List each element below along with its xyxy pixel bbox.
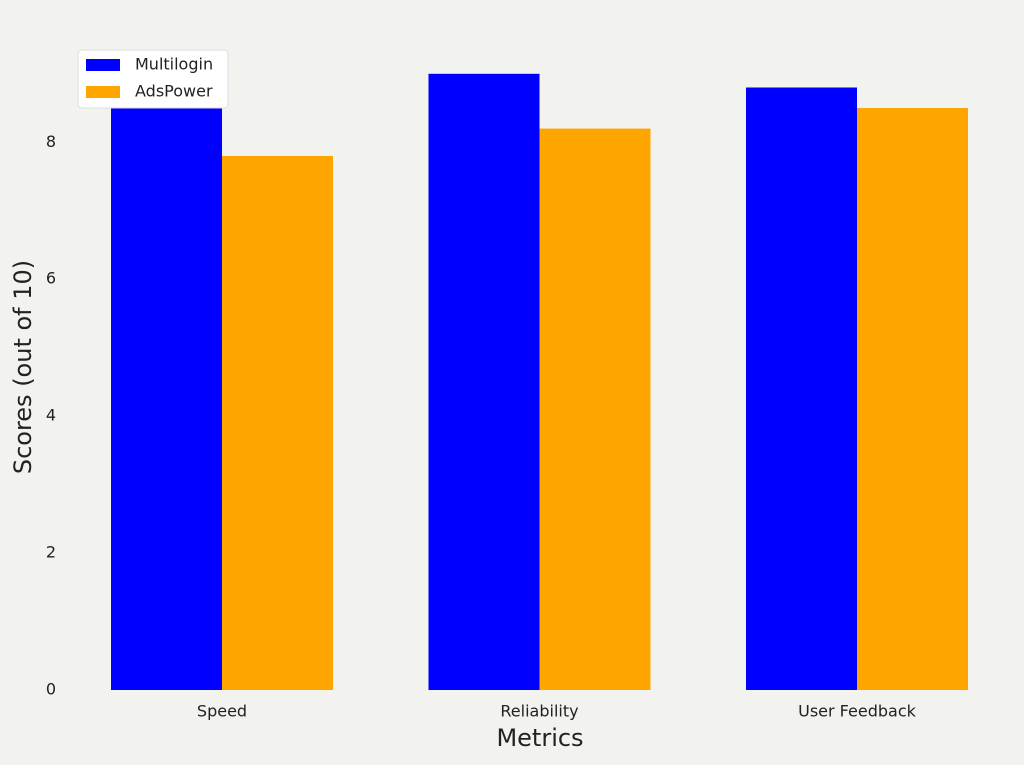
y-tick-label: 4 — [46, 406, 56, 425]
x-axis-title: Metrics — [496, 724, 583, 752]
bar — [111, 108, 222, 690]
legend: Multilogin AdsPower — [77, 49, 229, 109]
bar — [746, 87, 857, 691]
bar — [428, 73, 540, 691]
bar — [539, 128, 651, 690]
x-tick-label: Speed — [197, 702, 247, 721]
legend-label: Multilogin — [135, 55, 213, 74]
y-tick-label: 6 — [46, 269, 56, 288]
legend-label: AdsPower — [135, 82, 213, 101]
bar — [222, 155, 333, 690]
y-axis-title: Scores (out of 10) — [9, 260, 37, 474]
legend-swatch — [86, 86, 120, 98]
y-tick-label: 8 — [46, 132, 56, 151]
bar — [857, 108, 968, 690]
y-tick-label: 0 — [46, 680, 56, 699]
x-tick-label: Reliability — [500, 702, 578, 721]
legend-swatch — [86, 59, 120, 71]
y-tick-label: 2 — [46, 543, 56, 562]
x-tick-label: User Feedback — [798, 702, 916, 721]
